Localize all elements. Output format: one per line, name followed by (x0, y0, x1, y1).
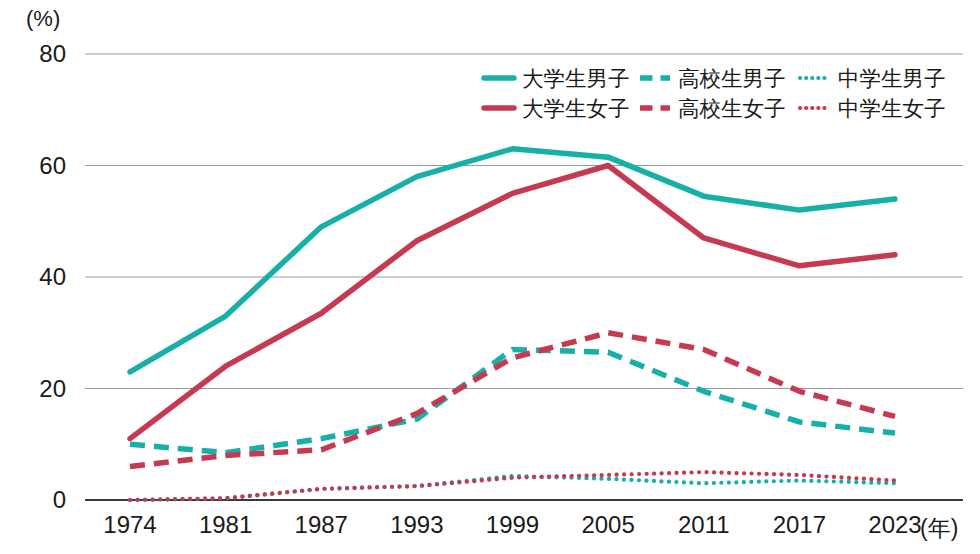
x-tick-label-2011: 2011 (678, 511, 730, 538)
y-tick-label-80: 80 (39, 40, 66, 67)
legend-item-university-female: 大学生女子 (484, 97, 630, 121)
x-tick-label-1987: 1987 (295, 511, 348, 538)
y-tick-label-40: 40 (39, 263, 66, 290)
x-tick-label-2005: 2005 (581, 511, 634, 538)
line-chart-figure: 80 60 40 20 0 1974 1981 1987 1993 1999 2005 2011 201… (0, 0, 980, 554)
x-tick-label-2017: 2017 (773, 511, 826, 538)
legend-item-juniorhigh-male: 中学生男子 (800, 67, 946, 91)
y-axis-unit-label: (%) (26, 6, 60, 32)
y-tick-label-20: 20 (39, 375, 66, 402)
x-tick-label-2023: 2023 (868, 511, 921, 538)
series-line-juniorhigh-female (130, 472, 895, 500)
x-tick-label-1999: 1999 (486, 511, 539, 538)
legend-item-highschool-male: 高校生男子 (640, 67, 786, 91)
legend-item-university-male: 大学生男子 (484, 67, 630, 91)
x-tick-label-1981: 1981 (199, 511, 252, 538)
legend-label-university-female: 大学生女子 (522, 97, 630, 121)
y-tick-label-0: 0 (53, 486, 66, 513)
x-tick-label-1993: 1993 (390, 511, 443, 538)
series-line-highschool-male (130, 349, 895, 452)
legend-label-juniorhigh-male: 中学生男子 (838, 67, 946, 91)
x-tick-label-1974: 1974 (103, 511, 156, 538)
line-chart: 80 60 40 20 0 1974 1981 1987 1993 1999 2005 2011 201… (0, 0, 980, 554)
legend-item-juniorhigh-female: 中学生女子 (800, 97, 946, 121)
legend-item-highschool-female: 高校生女子 (640, 97, 786, 121)
legend-label-highschool-female: 高校生女子 (678, 97, 786, 121)
legend-label-highschool-male: 高校生男子 (678, 67, 786, 91)
x-axis-unit-label: (年) (920, 513, 958, 544)
y-tick-label-60: 60 (39, 152, 66, 179)
legend-label-juniorhigh-female: 中学生女子 (838, 97, 946, 121)
legend-label-university-male: 大学生男子 (522, 67, 630, 91)
